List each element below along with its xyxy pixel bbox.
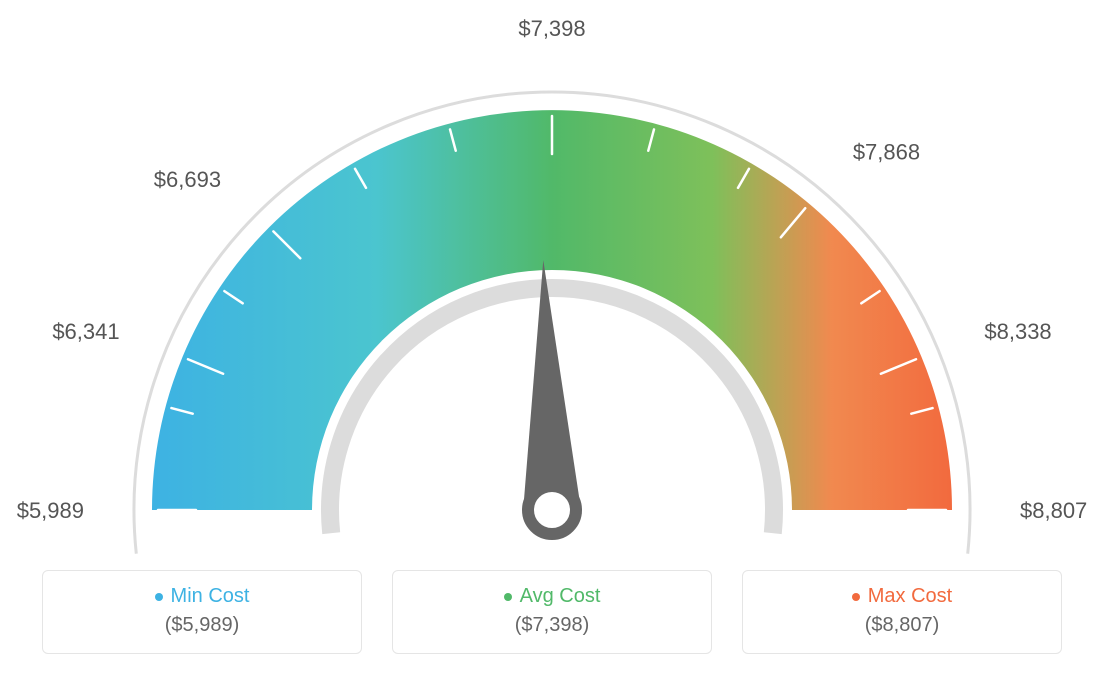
legend-dot-min	[155, 593, 163, 601]
gauge-needle-hub	[528, 486, 576, 534]
legend-dot-avg	[504, 593, 512, 601]
legend-label-row: Min Cost	[61, 585, 343, 608]
legend-row: Min Cost ($5,989) Avg Cost ($7,398) Max …	[0, 570, 1104, 654]
legend-value-avg: ($7,398)	[411, 614, 693, 637]
gauge-tick-label: $5,989	[17, 498, 84, 523]
legend-value-min: ($5,989)	[61, 614, 343, 637]
gauge-tick-label: $6,341	[52, 319, 119, 344]
legend-card-min: Min Cost ($5,989)	[42, 570, 362, 654]
legend-label-row: Avg Cost	[411, 585, 693, 608]
legend-label-min: Min Cost	[171, 585, 250, 608]
gauge-tick-label: $8,338	[984, 319, 1051, 344]
legend-label-row: Max Cost	[761, 585, 1043, 608]
gauge-tick-label: $7,398	[518, 16, 585, 41]
legend-card-max: Max Cost ($8,807)	[742, 570, 1062, 654]
gauge-tick-label: $8,807	[1020, 498, 1087, 523]
legend-dot-max	[852, 593, 860, 601]
cost-gauge-chart: $5,989 $6,341 $6,693 $7,398 $7,868 $8,338 $8,8…	[0, 0, 1104, 560]
gauge-tick-label: $7,868	[853, 139, 920, 164]
legend-label-max: Max Cost	[868, 585, 952, 608]
legend-card-avg: Avg Cost ($7,398)	[392, 570, 712, 654]
legend-label-avg: Avg Cost	[520, 585, 601, 608]
legend-value-max: ($8,807)	[761, 614, 1043, 637]
gauge-svg: $5,989 $6,341 $6,693 $7,398 $7,868 $8,338 $8,8…	[0, 0, 1104, 560]
gauge-needle	[523, 260, 582, 516]
gauge-tick-label: $6,693	[154, 167, 221, 192]
